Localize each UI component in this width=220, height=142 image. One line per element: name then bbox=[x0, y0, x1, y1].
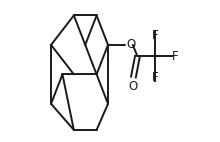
Text: O: O bbox=[128, 80, 138, 93]
Text: F: F bbox=[152, 71, 158, 84]
Text: F: F bbox=[172, 50, 179, 63]
Text: F: F bbox=[152, 29, 158, 42]
Text: O: O bbox=[126, 38, 135, 51]
